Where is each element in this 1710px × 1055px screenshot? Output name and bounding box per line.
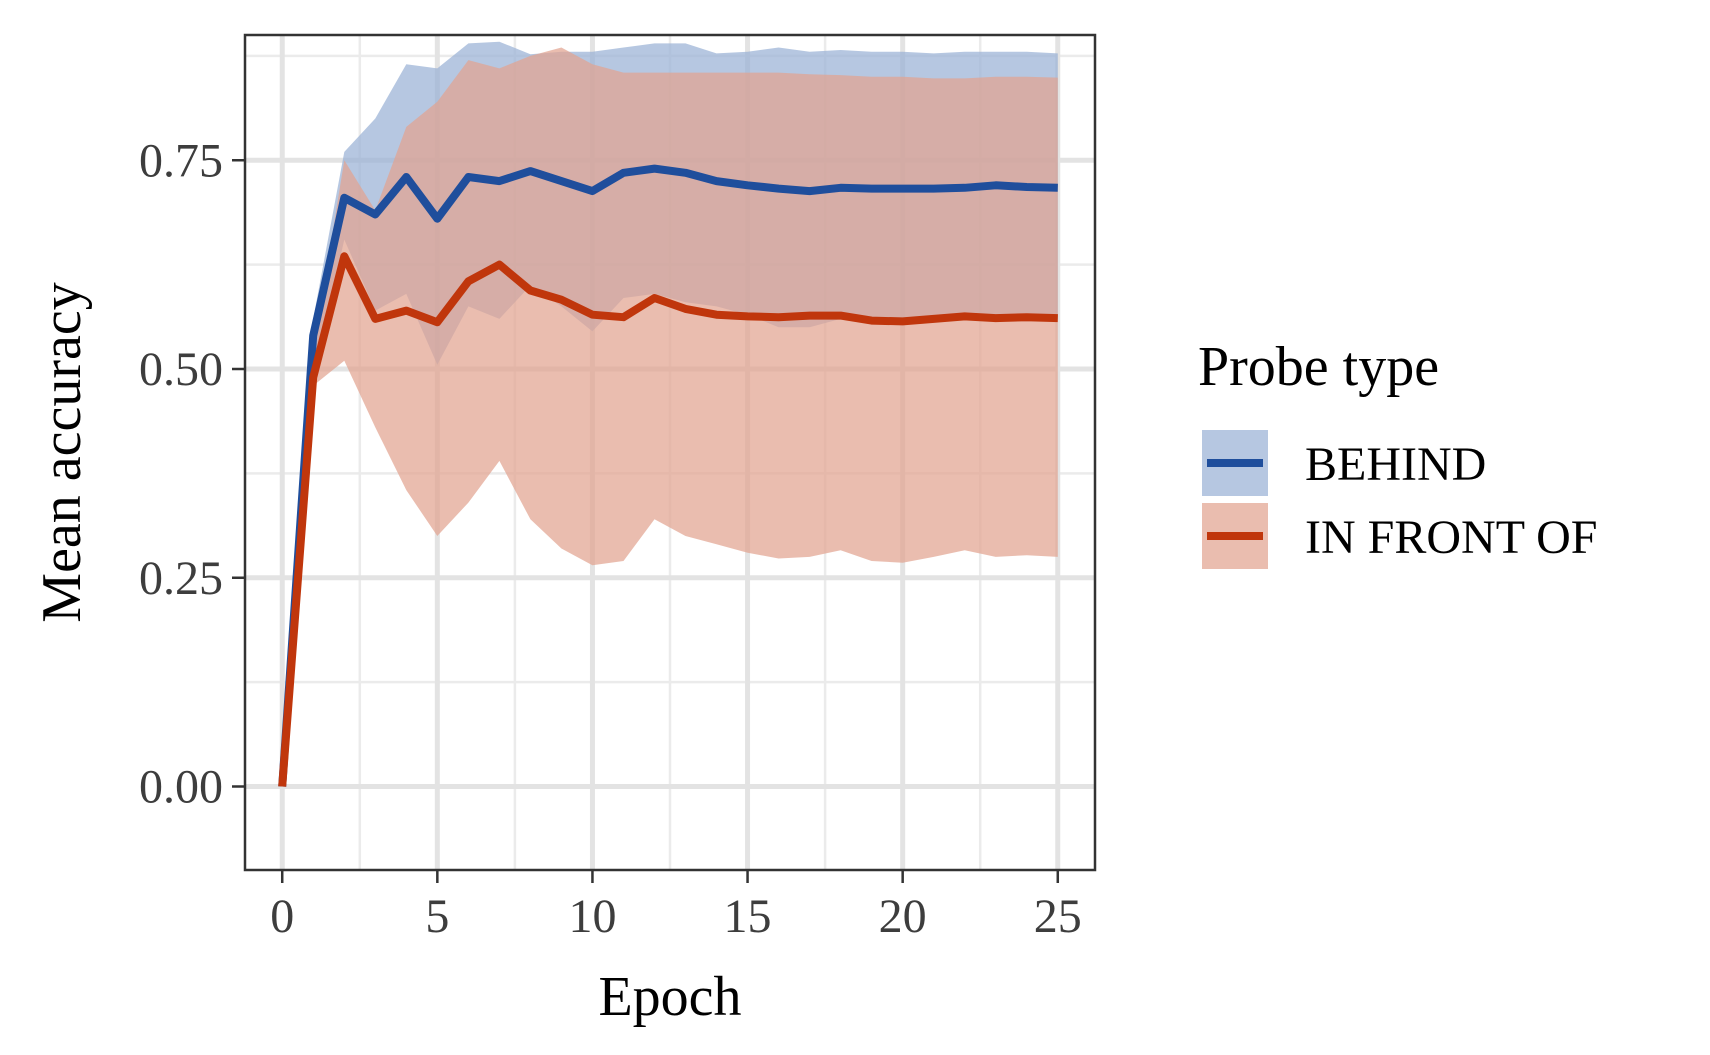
legend-item-behind: BEHIND — [1202, 430, 1486, 496]
legend-items: BEHIND IN FRONT OF — [1202, 430, 1598, 569]
line-behind — [278, 164, 1058, 787]
x-tick-label: 20 — [879, 890, 927, 943]
legend-label-behind: BEHIND — [1305, 438, 1486, 491]
y-axis-title: Mean accuracy — [31, 282, 93, 622]
legend-label-in-front-of: IN FRONT OF — [1305, 511, 1598, 564]
x-axis-title: Epoch — [598, 966, 741, 1028]
y-tick-label: 0.50 — [139, 343, 223, 396]
series-lines — [278, 164, 1058, 787]
legend-title: Probe type — [1198, 336, 1439, 398]
y-tick-label: 0.25 — [139, 552, 223, 605]
y-tick-label: 0.00 — [139, 761, 223, 814]
x-tick-label: 0 — [270, 890, 294, 943]
x-tick-label: 25 — [1034, 890, 1082, 943]
x-tick-label: 10 — [568, 890, 616, 943]
line-in-front-of — [278, 252, 1058, 787]
x-axis-ticks: 0 5 10 15 20 25 — [270, 870, 1082, 943]
confidence-bands — [282, 41, 1058, 787]
legend: Probe type BEHIND IN FRONT OF — [1198, 336, 1598, 569]
legend-item-in-front-of: IN FRONT OF — [1202, 503, 1598, 569]
x-tick-label: 5 — [425, 890, 449, 943]
y-axis-ticks: 0.00 0.25 0.50 0.75 — [139, 134, 245, 814]
y-tick-label: 0.75 — [139, 134, 223, 187]
plot-panel-border — [243, 33, 1097, 872]
band-in-front-of — [282, 47, 1058, 787]
x-tick-label: 15 — [724, 890, 772, 943]
